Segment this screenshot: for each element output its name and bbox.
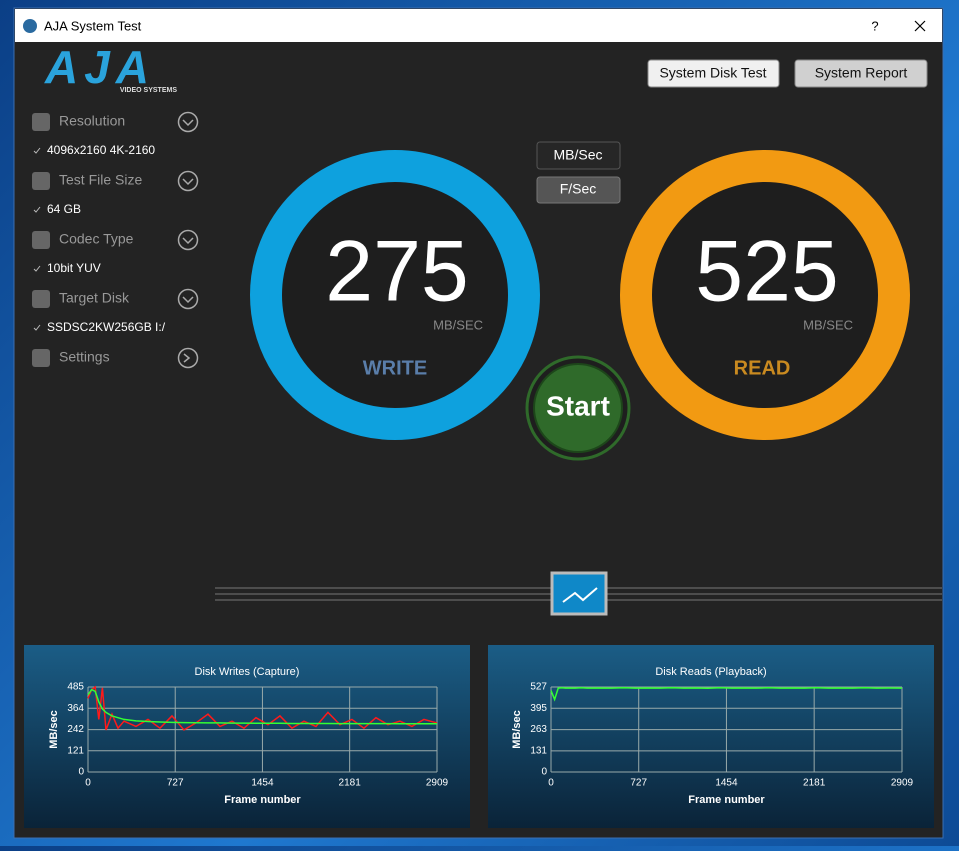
chevron-arrow [182,296,194,304]
report-label: System Report [815,65,908,81]
sidebar-icon [32,290,50,308]
graph-icon [562,587,598,603]
sidebar-label: Settings [59,349,110,365]
x-tick-label: 727 [630,778,647,789]
sidebar: Resolution 4096x2160 4K-2160 Test File Siz… [32,111,199,369]
write-unit: MB/SEC [433,317,483,332]
series-line [87,688,437,725]
report-button[interactable] [794,59,928,88]
help-button[interactable]: ? [871,18,878,33]
y-tick-label: 242 [67,724,84,735]
x-tick-label: 2181 [339,778,362,789]
y-axis-label: MB/sec [48,710,60,749]
logo-text: AJA [44,41,155,93]
mb-sec-button[interactable] [536,141,621,170]
sidebar-chevron[interactable] [177,111,199,133]
chart-title: Disk Reads (Playback) [655,666,766,678]
y-tick-label: 121 [67,745,84,756]
app-icon [23,19,37,33]
x-tick-label: 2909 [426,778,449,789]
sidebar-label: Resolution [59,113,125,129]
y-tick-label: 364 [67,703,84,714]
y-tick-label: 527 [530,682,547,693]
y-tick-label: 485 [67,682,84,693]
chevron-arrow [182,119,194,127]
chart-title: Disk Writes (Capture) [195,666,300,678]
check-mark [33,147,41,154]
sidebar-label: Codec Type [59,231,134,247]
check-mark [33,265,41,272]
sidebar-value: SSDSC2KW256GB I:/ [47,320,166,334]
check-mark [33,324,41,331]
sidebar-icon [32,113,50,131]
y-tick-label: 0 [541,767,547,778]
y-tick-label: 131 [530,746,547,757]
sidebar-value: 64 GB [47,202,81,216]
x-tick-label: 1454 [715,778,738,789]
x-tick-label: 2181 [803,778,826,789]
x-axis-label: Frame number [224,794,301,806]
sidebar-chevron[interactable] [177,170,199,192]
sidebar-chevron[interactable] [177,347,199,369]
chevron-arrow [182,237,194,245]
write-gauge [250,150,540,440]
f-sec-button[interactable] [536,176,621,204]
mb-sec-label: MB/Sec [553,147,602,163]
plot [87,685,438,731]
y-tick-label: 263 [530,724,547,735]
y-axis-label: MB/sec [511,710,523,749]
chart-panel [488,645,934,828]
y-tick-label: 395 [530,703,547,714]
sidebar-icon [32,231,50,249]
f-sec-label: F/Sec [560,181,597,197]
charts: Disk Writes (Capture) 0 121 242 364 485 0 727 14… [48,666,914,806]
plot [550,687,903,702]
chevron-arrow [183,353,191,363]
disk-test-button[interactable] [647,59,780,88]
y-tick-label: 0 [78,767,84,778]
title-bar [15,9,942,42]
graph-toggle[interactable] [550,571,608,616]
read-unit: MB/SEC [803,317,853,332]
x-tick-label: 0 [85,778,91,789]
sidebar-value: 10bit YUV [47,261,101,275]
x-tick-label: 2909 [891,778,914,789]
window-title: AJA System Test [44,18,142,33]
sidebar-icon [32,349,50,367]
start-button[interactable] [533,363,623,453]
series-line [87,685,438,731]
x-tick-label: 727 [167,778,184,789]
sidebar-chevron[interactable] [177,288,199,310]
check-mark [33,206,41,213]
read-gauge [620,150,910,440]
sidebar-chevron[interactable] [177,229,199,251]
logo-tagline: VIDEO SYSTEMS [120,87,178,94]
series-line [550,687,903,702]
disk-test-label: System Disk Test [659,65,766,81]
chart-panel [24,645,470,828]
start-label: Start [546,390,610,421]
close-button[interactable] [914,20,926,32]
x-axis-label: Frame number [688,794,765,806]
sidebar-value: 4096x2160 4K-2160 [47,143,155,157]
read-value: 525 [695,224,839,320]
sidebar-label: Target Disk [59,290,130,306]
sidebar-icon [32,172,50,190]
sidebar-label: Test File Size [59,172,142,188]
chevron-arrow [182,178,194,186]
write-label: WRITE [363,357,427,379]
read-label: READ [734,357,791,379]
x-tick-label: 1454 [251,778,274,789]
x-tick-label: 0 [548,778,554,789]
write-value: 275 [325,224,469,320]
